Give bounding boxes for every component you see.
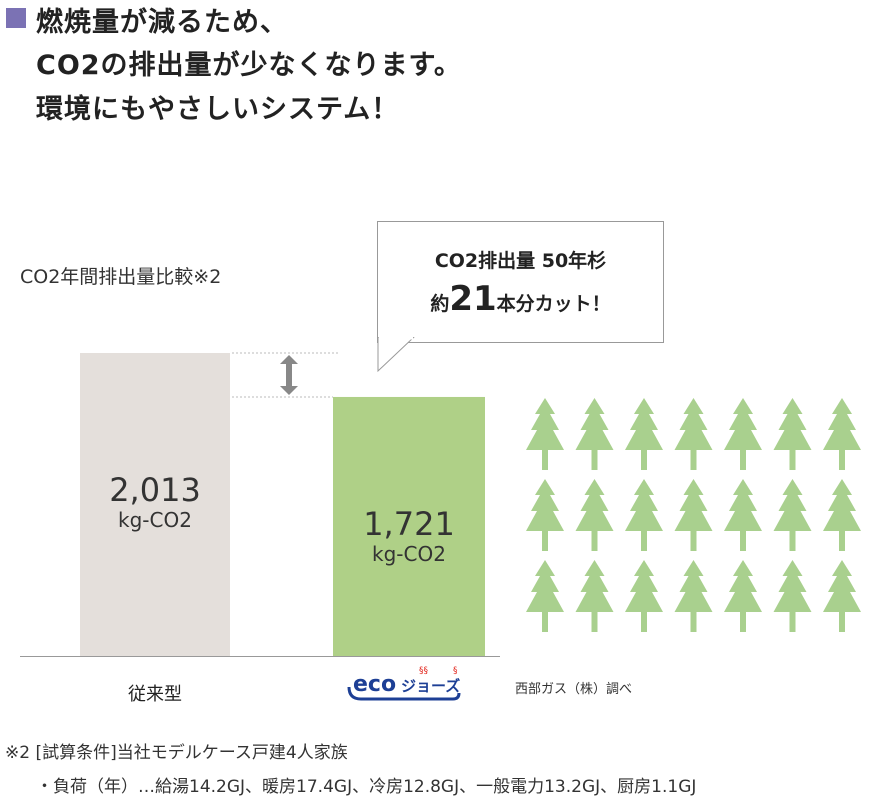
bar-0 — [80, 353, 230, 656]
tree-icon — [575, 398, 614, 470]
tree-icon — [625, 560, 663, 632]
ecojozu-logo: eco ジョーズ §§ § — [347, 666, 461, 701]
title-marker — [6, 8, 26, 28]
bar-label-ecojozu: 1,721 kg-CO2 — [333, 506, 485, 566]
tree-icon — [823, 560, 861, 632]
tree-icon — [575, 479, 614, 551]
unit-label: kg-CO2 — [372, 542, 446, 566]
tree-icon — [773, 560, 812, 632]
tree-icon — [526, 560, 564, 632]
tree-icon — [724, 398, 762, 470]
svg-text:§§: §§ — [419, 666, 429, 676]
bar-chart — [20, 352, 861, 657]
tree-icon — [625, 479, 663, 551]
callout-post: 本分カット！ — [496, 293, 611, 315]
tree-icon — [575, 560, 614, 632]
value-label: 1,721 — [363, 505, 455, 543]
tree-icon — [674, 560, 713, 632]
tree-icon — [724, 560, 762, 632]
category-label-conventional: 従来型 — [128, 684, 182, 705]
callout-line-2: 約21本分カット！ — [378, 280, 663, 323]
tree-icon — [823, 479, 861, 551]
headline-line-1: 燃焼量が減るため、 — [36, 7, 288, 38]
bar-1 — [333, 396, 485, 656]
headline-line-2: CO2の排出量が少なくなります。 — [36, 50, 462, 81]
callout-bubble: CO2排出量 50年杉 約21本分カット！ — [377, 221, 664, 343]
tree-icon — [773, 398, 812, 470]
tree-icon — [724, 479, 762, 551]
unit-label: kg-CO2 — [118, 508, 192, 532]
tree-icon — [674, 479, 713, 551]
tree-icon — [625, 398, 663, 470]
footnote-2: ・負荷（年）…給湯14.2GJ、暖房17.4GJ、冷房12.8GJ、一般電力13… — [36, 777, 697, 797]
chart-title: CO2年間排出量比較※2 — [20, 266, 222, 288]
svg-text:ジョーズ: ジョーズ — [401, 677, 460, 695]
tree-icon — [674, 398, 713, 470]
footnote-1: ※2 [試算条件]当社モデルケース戸建4人家族 — [5, 743, 348, 763]
svg-text:eco: eco — [353, 672, 396, 697]
callout-line-1: CO2排出量 50年杉 — [434, 250, 607, 272]
tree-icon — [526, 479, 564, 551]
value-label: 2,013 — [109, 471, 201, 509]
tree-icon — [823, 398, 861, 470]
svg-text:§: § — [453, 666, 458, 676]
double-arrow-icon — [280, 355, 298, 395]
tree-icon — [773, 479, 812, 551]
tree-icon — [526, 398, 564, 470]
callout-pre: 約 — [430, 293, 450, 315]
headline-line-3: 環境にもやさしいシステム！ — [36, 94, 400, 125]
callout-number: 21 — [449, 279, 497, 319]
callout-tail — [377, 337, 415, 373]
bar-label-conventional: 2,013 kg-CO2 — [80, 472, 230, 532]
source-note: 西部ガス（株）調べ — [515, 682, 633, 697]
